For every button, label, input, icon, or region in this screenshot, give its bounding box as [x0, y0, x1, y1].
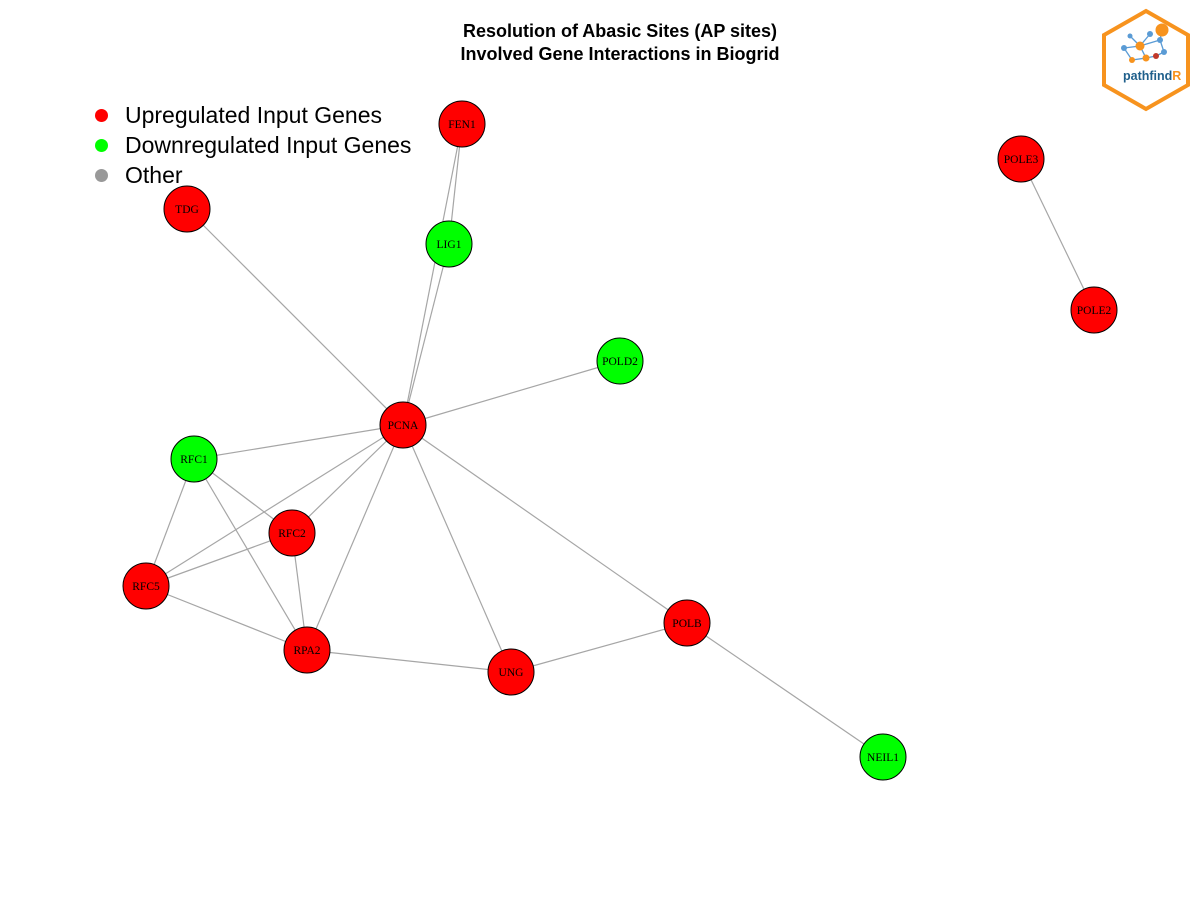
- node-rfc2: RFC2: [268, 509, 316, 557]
- node-circle-pole3: [997, 135, 1045, 183]
- node-tdg: TDG: [163, 185, 211, 233]
- node-fen1: FEN1: [438, 100, 486, 148]
- other-marker: [95, 168, 108, 182]
- node-label-rfc5: RFC5: [132, 581, 160, 593]
- node-label-rpa2: RPA2: [293, 645, 320, 657]
- edge-pole3-pole2: [1020, 158, 1095, 311]
- node-label-neil1: NEIL1: [867, 752, 899, 764]
- edge-layer: [145, 123, 1095, 758]
- edge-rfc5-rpa2: [145, 585, 308, 651]
- edge-ung-polb: [510, 622, 688, 673]
- node-polb: POLB: [663, 599, 711, 647]
- node-circle-pole2: [1070, 286, 1118, 334]
- edge-pcna-rfc1: [193, 424, 404, 460]
- legend-label-other: Other: [125, 161, 183, 188]
- node-label-pole3: POLE3: [1004, 154, 1039, 166]
- node-label-pcna: PCNA: [388, 420, 419, 432]
- upregulated-marker: [95, 108, 108, 122]
- node-neil1: NEIL1: [859, 733, 907, 781]
- node-pold2: POLD2: [596, 337, 644, 385]
- node-pole2: POLE2: [1070, 286, 1118, 334]
- node-circle-rfc5: [122, 562, 170, 610]
- edge-tdg-pcna: [186, 208, 404, 426]
- node-label-lig1: LIG1: [437, 239, 462, 251]
- edge-lig1-pcna: [402, 243, 450, 426]
- node-circle-neil1: [859, 733, 907, 781]
- node-circle-rfc2: [268, 509, 316, 557]
- title-line-1: Resolution of Abasic Sites (AP sites): [462, 21, 778, 41]
- legend-label-upregulated: Upregulated Input Genes: [125, 101, 383, 128]
- chart-title: Resolution of Abasic Sites (AP sites) In…: [0, 20, 1200, 66]
- node-circle-pcna: [379, 401, 427, 449]
- edge-rfc2-rfc5: [145, 532, 293, 587]
- edge-fen1-pcna: [402, 123, 463, 426]
- node-label-pold2: POLD2: [602, 356, 638, 368]
- downregulated-marker: [95, 138, 108, 152]
- node-label-pole2: POLE2: [1077, 305, 1112, 317]
- node-circle-rfc1: [170, 435, 218, 483]
- edge-pold2-pcna: [402, 360, 621, 426]
- node-rpa2: RPA2: [283, 626, 331, 674]
- node-label-rfc2: RFC2: [278, 528, 306, 540]
- node-label-ung: UNG: [499, 667, 524, 679]
- node-label-rfc1: RFC1: [180, 454, 208, 466]
- edge-pcna-rfc5: [145, 424, 404, 587]
- edge-rpa2-ung: [306, 649, 512, 673]
- pathfindr-logo: pathfindR: [1102, 8, 1190, 112]
- legend-item-upregulated: Upregulated Input Genes: [95, 100, 411, 130]
- node-label-polb: POLB: [672, 618, 702, 630]
- node-circle-pold2: [596, 337, 644, 385]
- node-circle-ung: [487, 648, 535, 696]
- node-rfc1: RFC1: [170, 435, 218, 483]
- node-label-tdg: TDG: [175, 204, 199, 216]
- edge-rfc1-rpa2: [193, 458, 308, 651]
- node-ung: UNG: [487, 648, 535, 696]
- node-circle-rpa2: [283, 626, 331, 674]
- node-circle-polb: [663, 599, 711, 647]
- node-pcna: PCNA: [379, 401, 427, 449]
- node-circle-fen1: [438, 100, 486, 148]
- legend-label-downregulated: Downregulated Input Genes: [125, 131, 412, 158]
- edge-pcna-ung: [402, 424, 512, 673]
- edge-pcna-rfc2: [291, 424, 404, 534]
- edge-pcna-polb: [402, 424, 688, 624]
- legend: Upregulated Input Genes Downregulated In…: [95, 100, 411, 190]
- legend-item-other: Other: [95, 160, 411, 190]
- node-circle-lig1: [425, 220, 473, 268]
- edge-pcna-rpa2: [306, 424, 404, 651]
- title-line-2: Involved Gene Interactions in Biogrid: [460, 44, 780, 64]
- node-circle-tdg: [163, 185, 211, 233]
- node-lig1: LIG1: [425, 220, 473, 268]
- node-rfc5: RFC5: [122, 562, 170, 610]
- node-layer: FEN1 TDG LIG1 POLE3 POLE2 POLD2 PCNA RFC1 RFC2 RF…: [122, 100, 1118, 781]
- edge-polb-neil1: [686, 622, 884, 758]
- logo-text: pathfindR: [1123, 69, 1181, 83]
- node-pole3: POLE3: [997, 135, 1045, 183]
- node-label-fen1: FEN1: [448, 119, 476, 131]
- legend-item-downregulated: Downregulated Input Genes: [95, 130, 411, 160]
